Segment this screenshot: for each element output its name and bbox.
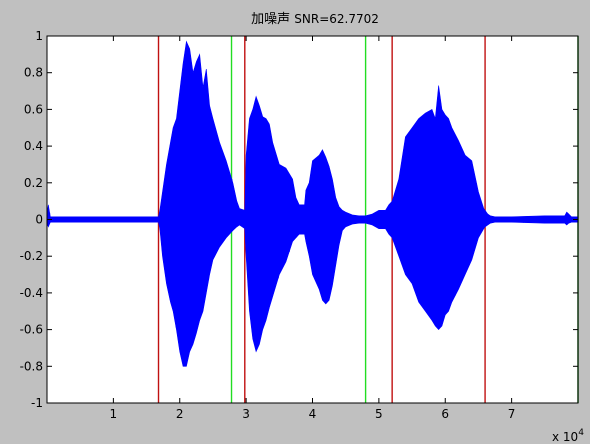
chart-title-snr: SNR=62.7702 <box>294 12 379 26</box>
x-tick-label: 1 <box>110 407 118 421</box>
x-tick-label: 4 <box>309 407 317 421</box>
x-tick-label: 3 <box>242 407 250 421</box>
y-tick-label: -0.2 <box>20 249 43 263</box>
y-tick-label: 0.6 <box>24 102 43 116</box>
chart-title-cn: 加噪声 <box>251 12 290 27</box>
x-exponent-label: x 104 <box>552 428 584 444</box>
waveform-series <box>46 40 579 367</box>
x-exponent-base: x 10 <box>552 430 578 444</box>
x-tick-label: 7 <box>508 407 516 421</box>
y-axis: -1 -0.8 -0.6 -0.4 -0.2 0 0.2 0.4 0.6 0.8 1 <box>20 29 578 410</box>
y-tick-label: 1 <box>35 29 43 43</box>
y-tick-label: 0.2 <box>24 176 43 190</box>
x-tick-label: 6 <box>441 407 449 421</box>
y-tick-label: -0.4 <box>20 286 43 300</box>
chart-title: 加噪声 SNR=62.7702 <box>251 12 379 27</box>
x-axis: 1 2 3 4 5 6 7 <box>110 36 516 421</box>
x-tick-label: 5 <box>375 407 383 421</box>
y-tick-label: 0 <box>35 213 43 227</box>
x-tick-label: 2 <box>176 407 184 421</box>
y-tick-label: -0.6 <box>20 323 43 337</box>
y-tick-label: 0.4 <box>24 139 43 153</box>
y-tick-label: -0.8 <box>20 359 43 373</box>
x-exponent-power: 4 <box>578 428 584 438</box>
y-tick-label: -1 <box>31 396 43 410</box>
y-tick-label: 0.8 <box>24 66 43 80</box>
